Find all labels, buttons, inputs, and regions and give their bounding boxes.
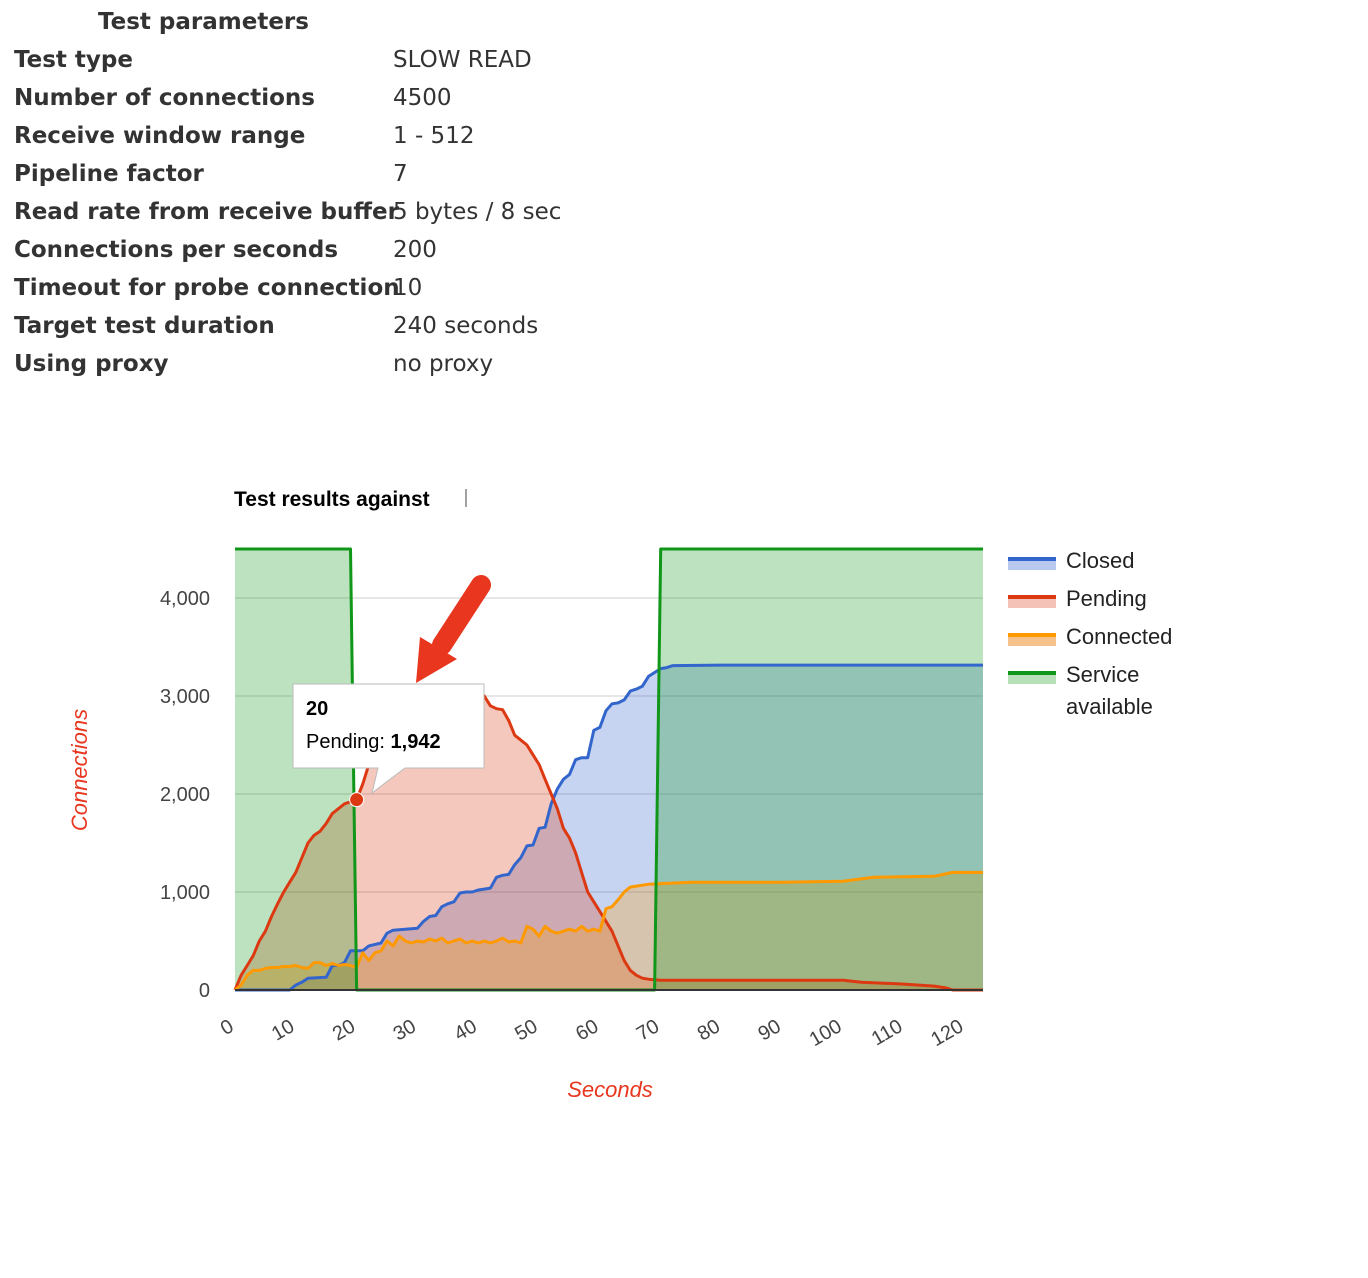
parameter-value: 240 seconds <box>393 313 539 339</box>
x-axis-title: Seconds <box>567 1077 653 1102</box>
legend-label-part: available <box>1066 694 1153 719</box>
parameter-value: SLOW READ <box>393 47 532 73</box>
tooltip-box <box>292 683 485 795</box>
x-tick-label: 70 <box>633 1015 663 1045</box>
parameter-label: Using proxy <box>14 351 169 377</box>
legend-swatch-line <box>1008 671 1056 675</box>
legend-swatch-line <box>1008 595 1056 599</box>
legend-label: Connected <box>1066 624 1172 649</box>
legend-label: Service available <box>1066 662 1153 719</box>
series-line-1 <box>233 690 983 992</box>
tooltip-marker <box>349 792 365 808</box>
legend-item: Closed <box>1008 548 1134 573</box>
tooltip-x-value: 20 <box>306 698 328 720</box>
legend-label: Pending <box>1066 586 1147 611</box>
parameter-value: 5 bytes / 8 sec <box>393 199 562 225</box>
x-tick-label: 80 <box>694 1015 724 1045</box>
parameter-label: Timeout for probe connection <box>14 275 400 301</box>
parameter-value: 4500 <box>393 85 452 111</box>
x-tick-label: 0 <box>217 1015 238 1040</box>
series-line-0 <box>235 663 983 992</box>
legend-label: Closed <box>1066 548 1134 573</box>
tooltip-body: Pending: 1,942 <box>306 731 441 753</box>
chart-title: Test results against <box>234 488 430 511</box>
x-tick-label: 60 <box>572 1015 602 1045</box>
x-tick-label: 120 <box>927 1015 967 1051</box>
legend-swatch-line <box>1008 557 1056 561</box>
parameter-label: Target test duration <box>14 313 275 339</box>
parameter-label: Connections per seconds <box>14 237 339 263</box>
x-tick-label: 20 <box>329 1015 359 1045</box>
x-tick-label: 30 <box>390 1015 420 1045</box>
x-tick-label: 40 <box>450 1015 480 1045</box>
y-axis-title: Connections <box>67 709 92 831</box>
area-0 <box>235 665 983 990</box>
y-tick-label: 0 <box>199 980 210 1002</box>
legend-label-part: Service <box>1066 662 1139 687</box>
parameter-value: 200 <box>393 237 437 263</box>
annotation-arrow-shaft <box>432 575 491 655</box>
parameter-value: no proxy <box>393 351 494 377</box>
parameters-heading: Test parameters <box>98 9 309 35</box>
area-3 <box>235 549 983 990</box>
parameter-label: Pipeline factor <box>14 161 204 187</box>
y-tick-label: 2,000 <box>160 784 210 806</box>
parameter-label: Receive window range <box>14 123 306 149</box>
x-tick-label: 90 <box>755 1015 785 1045</box>
y-tick-label: 1,000 <box>160 882 210 904</box>
parameter-value: 10 <box>393 275 423 301</box>
tooltip-series-name: Pending <box>306 731 379 753</box>
tooltip-value: 1,942 <box>391 731 441 753</box>
x-tick-label: 10 <box>268 1015 298 1045</box>
legend-item: Pending <box>1008 586 1147 611</box>
tooltip-separator: : <box>379 731 390 753</box>
parameter-value: 7 <box>393 161 408 187</box>
legend-swatch-line <box>1008 633 1056 637</box>
area-2 <box>235 872 983 990</box>
x-tick-label: 100 <box>806 1015 846 1051</box>
parameter-label: Read rate from receive buffer <box>14 199 399 225</box>
legend-item: Connected <box>1008 624 1172 649</box>
parameter-label: Number of connections <box>14 85 315 111</box>
legend-item: Service available <box>1008 662 1153 719</box>
annotation-arrow-head <box>416 637 457 683</box>
x-tick-label: 110 <box>868 1015 907 1050</box>
series-line-2 <box>234 870 983 992</box>
x-tick-label: 50 <box>511 1015 541 1045</box>
y-tick-label: 4,000 <box>160 588 210 610</box>
y-tick-label: 3,000 <box>160 686 210 708</box>
parameter-label: Test type <box>14 47 133 73</box>
parameter-value: 1 - 512 <box>393 123 475 149</box>
